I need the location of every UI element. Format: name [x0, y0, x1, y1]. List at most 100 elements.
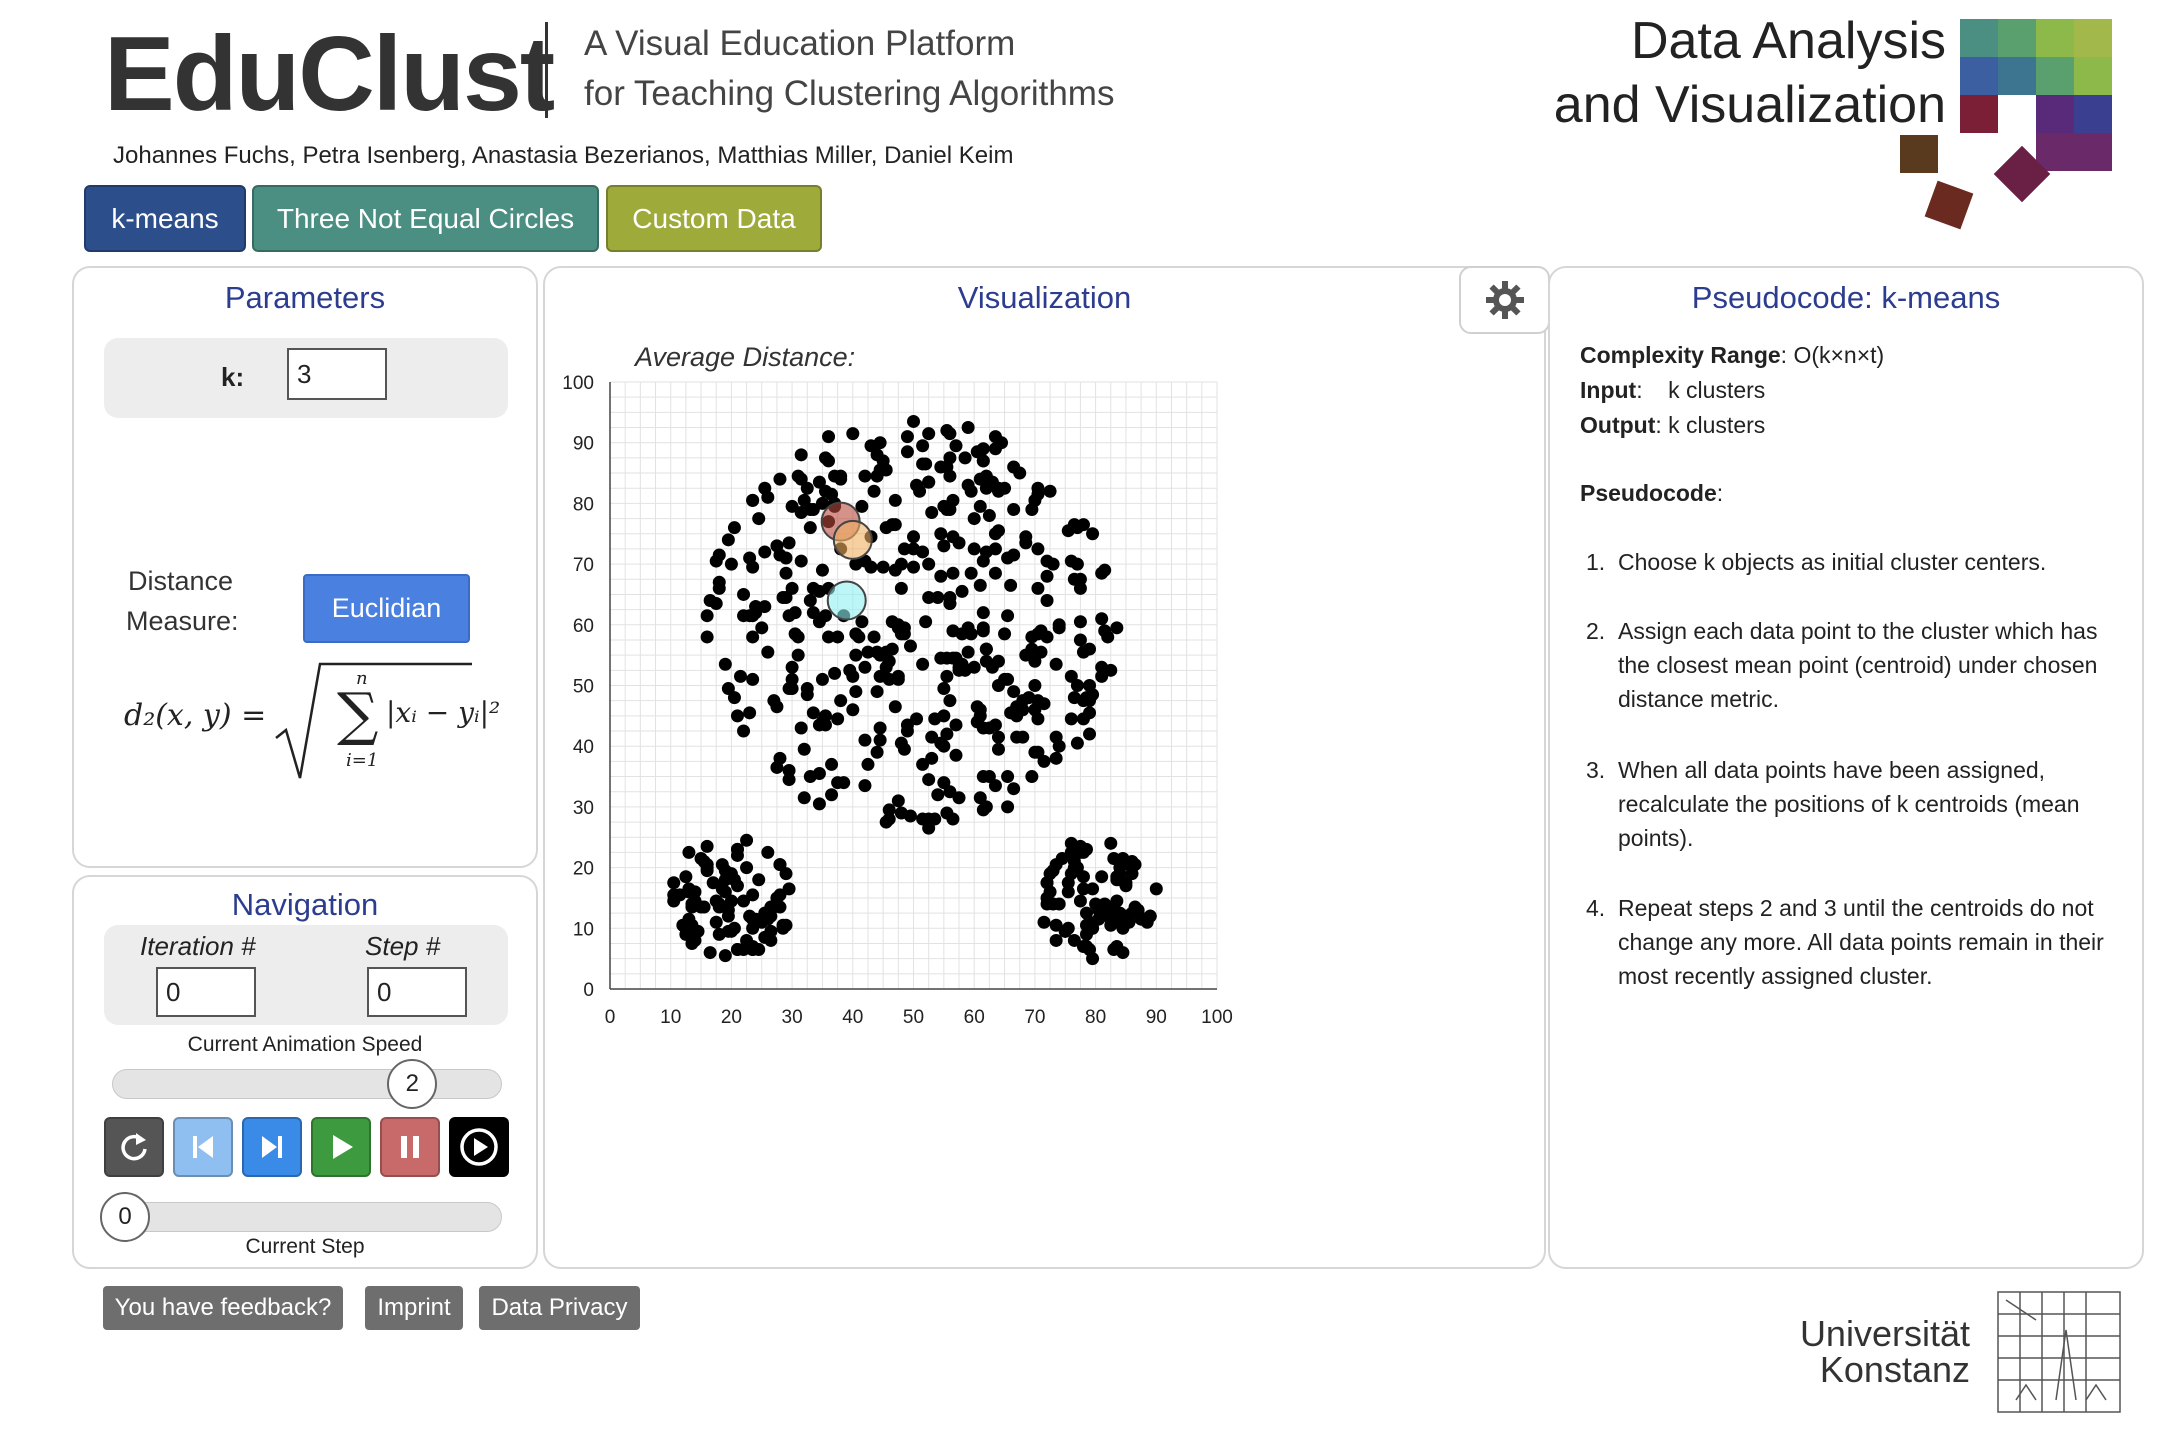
- data-point: [1007, 460, 1021, 474]
- step-slider-knob[interactable]: 0: [100, 1192, 150, 1242]
- pseudocode-panel: Pseudocode: k-means Complexity Range: O(…: [1548, 266, 2144, 1269]
- data-point: [882, 803, 896, 817]
- speed-slider-track[interactable]: [112, 1069, 502, 1099]
- step-back-icon: [193, 1136, 213, 1158]
- data-point: [1064, 669, 1078, 683]
- tab-custom-data[interactable]: Custom Data: [606, 185, 822, 252]
- data-point: [952, 791, 966, 805]
- data-point: [946, 812, 960, 826]
- k-input[interactable]: 3: [287, 348, 387, 400]
- data-point: [761, 490, 775, 504]
- data-point: [1040, 569, 1054, 583]
- data-point: [928, 812, 942, 826]
- data-point: [1104, 663, 1118, 677]
- x-tick-label: 40: [842, 1007, 863, 1028]
- y-tick-label: 70: [573, 555, 594, 576]
- data-point: [1001, 609, 1015, 623]
- data-point: [1110, 621, 1124, 635]
- data-point: [785, 672, 799, 686]
- data-point: [855, 615, 869, 629]
- data-point: [931, 590, 945, 604]
- x-tick-label: 90: [1146, 1007, 1167, 1028]
- data-point: [940, 651, 954, 665]
- data-point: [1052, 618, 1066, 632]
- euclidian-button[interactable]: Euclidian: [303, 574, 470, 643]
- data-point: [961, 421, 975, 435]
- data-point: [894, 806, 908, 820]
- record-button[interactable]: [449, 1117, 509, 1177]
- data-point: [688, 933, 702, 947]
- data-point: [1031, 481, 1045, 495]
- reset-button[interactable]: [104, 1117, 164, 1177]
- pause-button[interactable]: [380, 1117, 440, 1177]
- data-point: [907, 530, 920, 544]
- data-point: [1086, 882, 1100, 896]
- data-point: [721, 909, 735, 923]
- imprint-button[interactable]: Imprint: [365, 1286, 463, 1330]
- data-point: [943, 502, 957, 516]
- data-point: [985, 475, 999, 489]
- record-icon: [460, 1128, 498, 1166]
- data-privacy-button[interactable]: Data Privacy: [479, 1286, 640, 1330]
- data-point: [900, 430, 914, 444]
- data-point: [1104, 836, 1118, 850]
- scatter-plot[interactable]: 0 10 20 30 40 50 60 70 80 90 100 0 10 20 30 40 50 60 70 80 9…: [545, 268, 1545, 1268]
- data-point: [858, 733, 872, 747]
- data-point: [812, 797, 826, 811]
- data-point: [709, 915, 723, 929]
- tab-three-not-equal-circles[interactable]: Three Not Equal Circles: [252, 185, 599, 252]
- pseudocode-heading: Pseudocode:: [1580, 480, 1724, 506]
- data-point: [973, 578, 987, 592]
- university-name-line-2: Konstanz: [1819, 1349, 1970, 1390]
- pseudocode-step-3: 3. When all data points have been assigne…: [1586, 753, 2116, 855]
- play-button[interactable]: [311, 1117, 371, 1177]
- data-point: [746, 888, 760, 902]
- data-point: [709, 894, 723, 908]
- data-point: [770, 700, 784, 714]
- data-point: [976, 554, 990, 568]
- data-point: [952, 660, 966, 674]
- step-input[interactable]: 0: [367, 967, 467, 1017]
- data-point: [779, 551, 793, 565]
- data-point: [1079, 940, 1093, 954]
- x-tick-label: 30: [782, 1007, 803, 1028]
- data-point: [949, 439, 963, 453]
- data-point: [1031, 542, 1045, 556]
- data-point: [1073, 581, 1087, 595]
- data-point: [1067, 861, 1081, 875]
- input-label: Input: [1580, 377, 1637, 403]
- tab-k-means[interactable]: k-means: [84, 185, 246, 252]
- y-tick-label: 100: [562, 373, 594, 394]
- data-point: [1037, 915, 1051, 929]
- data-point: [1046, 557, 1060, 571]
- step-forward-button[interactable]: [242, 1117, 302, 1177]
- data-point: [976, 803, 990, 817]
- iteration-input[interactable]: 0: [156, 967, 256, 1017]
- step-slider-track[interactable]: [112, 1202, 502, 1232]
- data-point: [806, 706, 820, 720]
- step-back-button[interactable]: [173, 1117, 233, 1177]
- complexity-line: Complexity Range: O(k×n×t): [1580, 342, 1885, 368]
- distance-label-line-2: Measure:: [126, 606, 239, 636]
- speed-slider-knob[interactable]: 2: [387, 1059, 438, 1109]
- data-point: [973, 709, 987, 723]
- data-point: [1113, 867, 1127, 881]
- x-tick-label: 0: [605, 1007, 616, 1028]
- formula-lhs: d₂(x, y) =: [124, 698, 267, 733]
- data-point: [718, 657, 732, 671]
- data-point: [749, 600, 763, 614]
- feedback-button[interactable]: You have feedback?: [103, 1286, 343, 1330]
- formula-sum-bottom: i=1: [346, 750, 379, 771]
- data-point: [900, 724, 914, 738]
- data-point: [897, 742, 911, 756]
- y-tick-label: 60: [573, 616, 594, 637]
- data-point: [876, 560, 890, 574]
- pseudocode-step-text: Repeat steps 2 and 3 until the centroids…: [1618, 895, 2104, 989]
- data-point: [916, 545, 930, 559]
- data-point: [870, 685, 884, 699]
- data-point: [861, 757, 875, 771]
- data-point: [764, 900, 778, 914]
- data-point: [1040, 891, 1054, 905]
- data-point: [746, 630, 760, 644]
- settings-button[interactable]: [1459, 266, 1550, 334]
